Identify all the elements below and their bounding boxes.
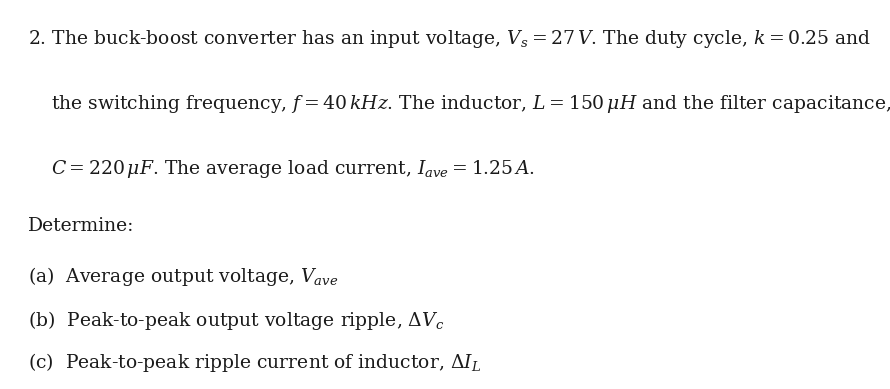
Text: (c)  Peak-to-peak ripple current of inductor, $\Delta I_L$: (c) Peak-to-peak ripple current of induc… xyxy=(28,351,481,374)
Text: (b)  Peak-to-peak output voltage ripple, $\Delta V_c$: (b) Peak-to-peak output voltage ripple, … xyxy=(28,309,444,332)
Text: $C = 220\,\mu F$. The average load current, $I_{ave} = 1.25\,A$.: $C = 220\,\mu F$. The average load curre… xyxy=(51,158,535,180)
Text: 2. The buck-boost converter has an input voltage, $V_s = 27\,V$. The duty cycle,: 2. The buck-boost converter has an input… xyxy=(28,28,871,50)
Text: the switching frequency, $f = 40\,kHz$. The inductor, $L = 150\,\mu H$ and the f: the switching frequency, $f = 40\,kHz$. … xyxy=(51,93,890,115)
Text: Determine:: Determine: xyxy=(28,217,134,235)
Text: (a)  Average output voltage, $V_{ave}$: (a) Average output voltage, $V_{ave}$ xyxy=(28,265,338,288)
